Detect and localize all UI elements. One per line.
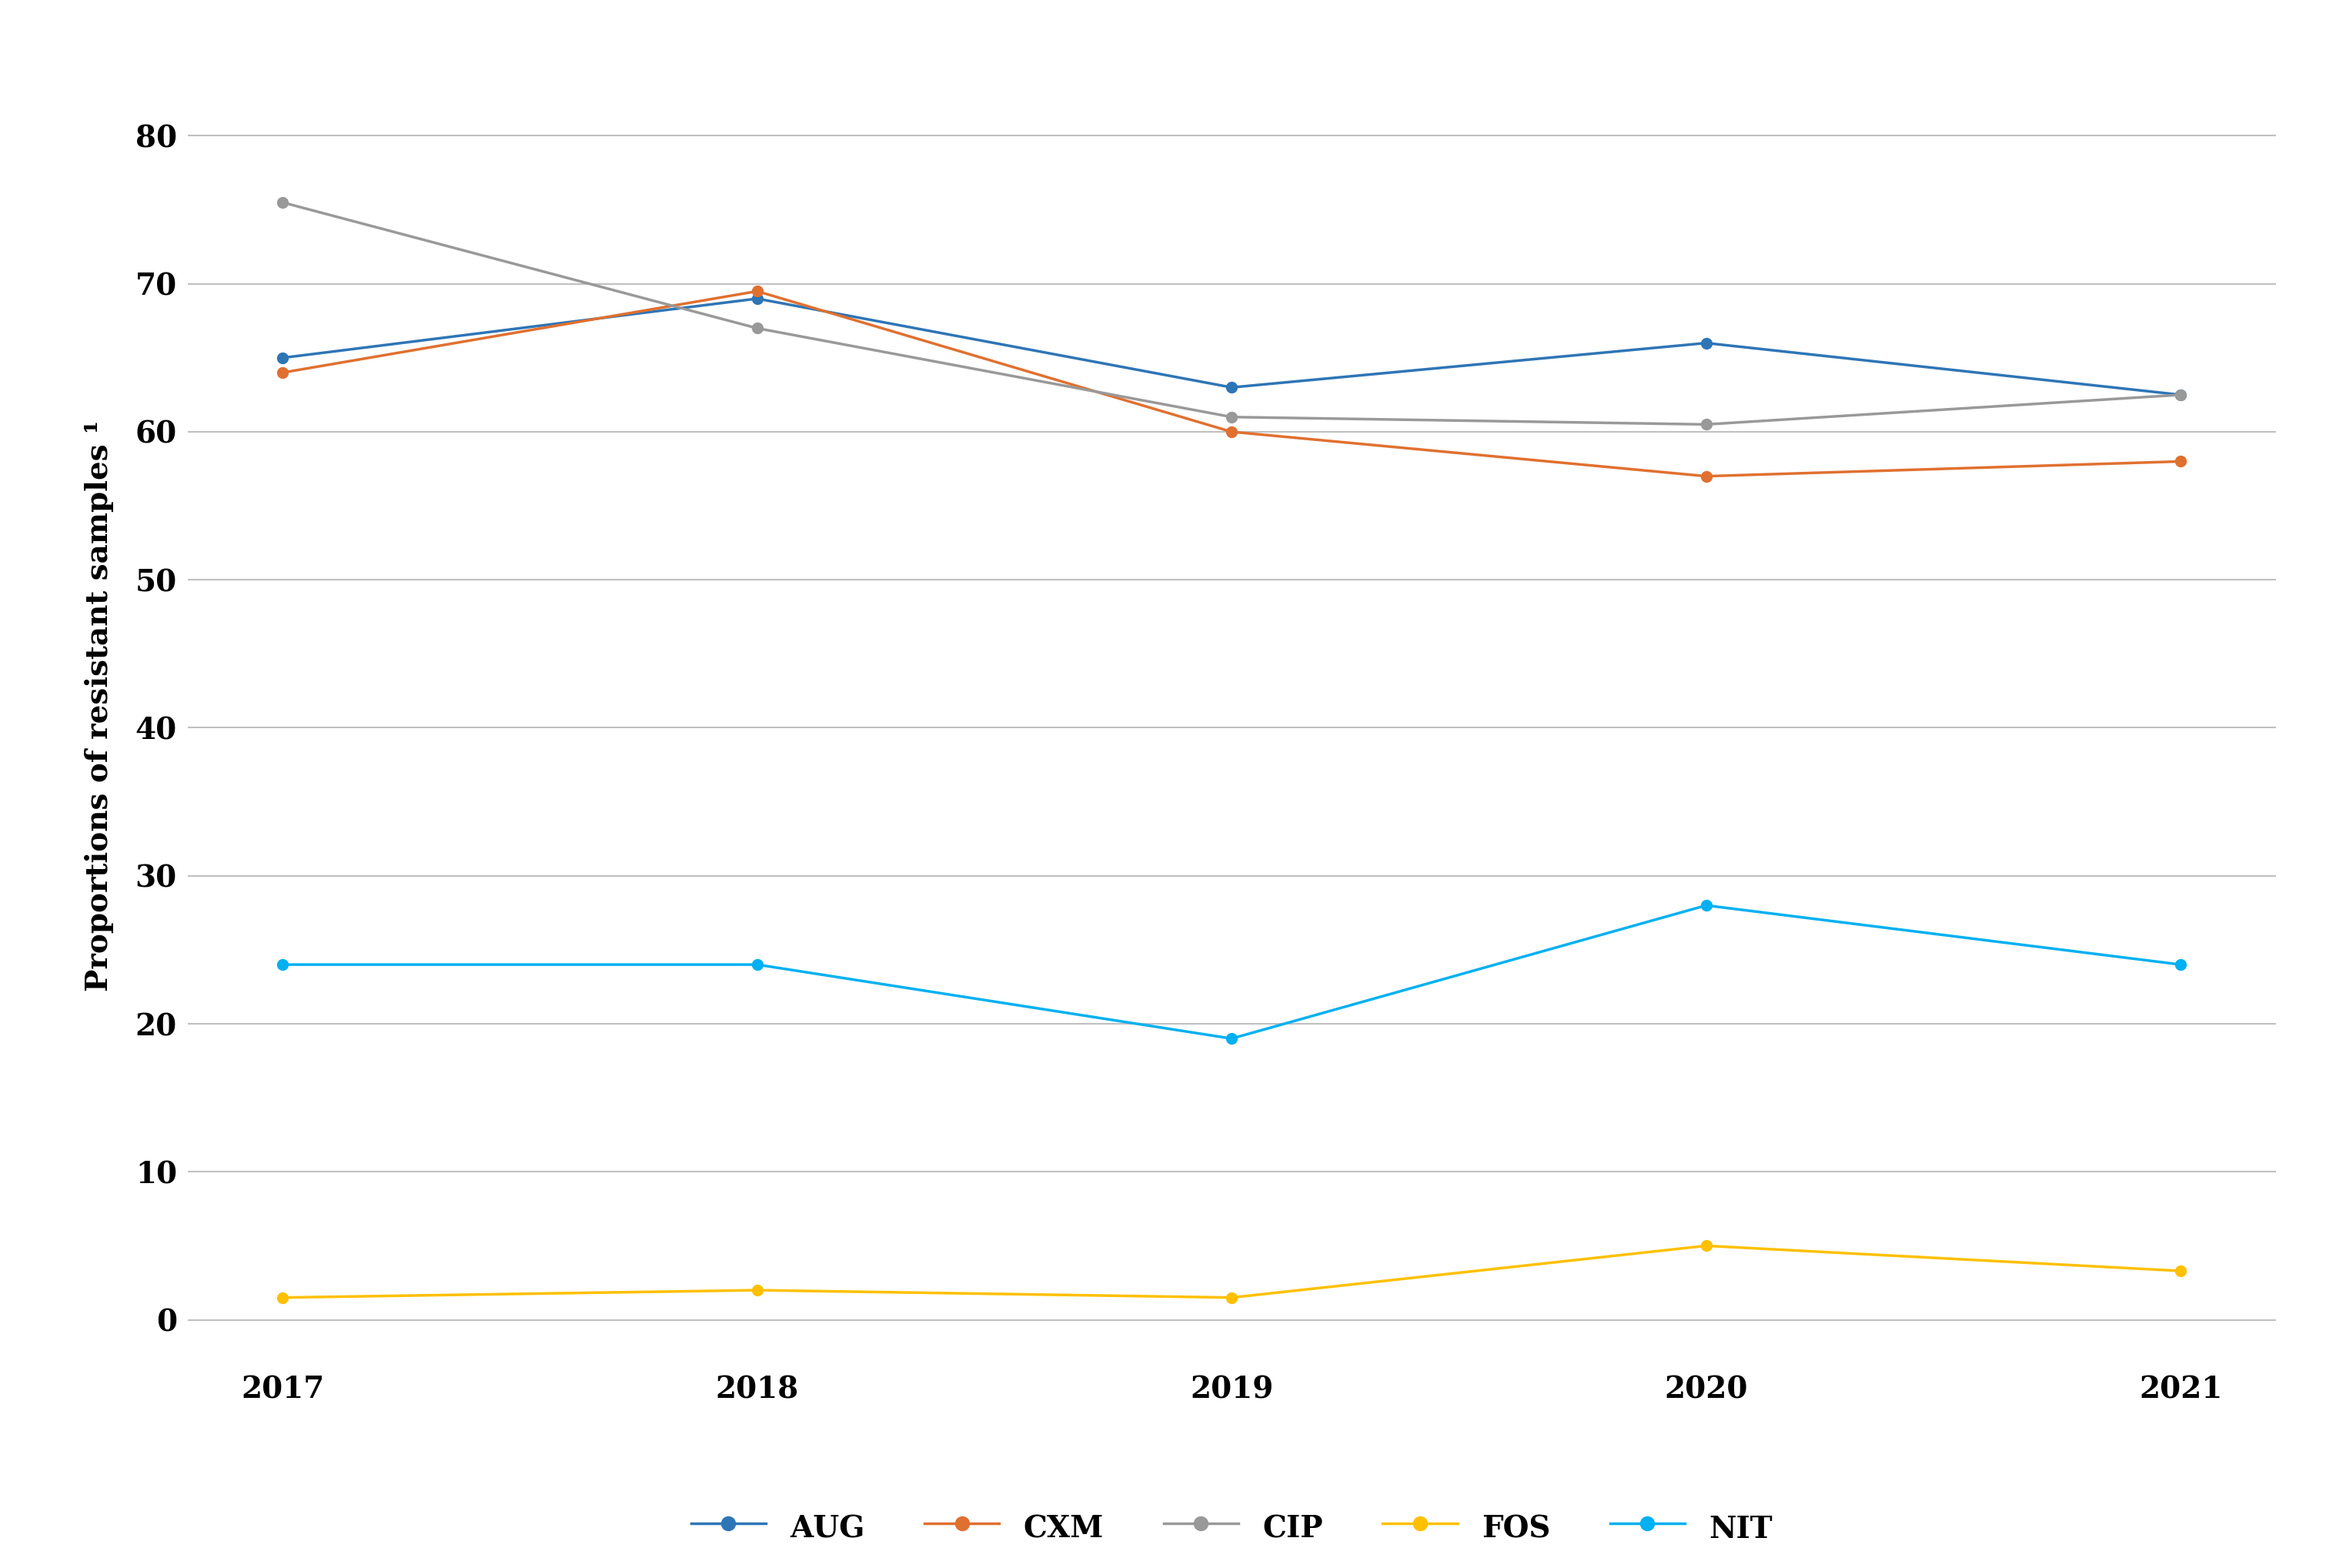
CIP — [1691, 416, 1720, 434]
Line: CIP: CIP — [277, 198, 2186, 430]
FOS — [1691, 1236, 1720, 1254]
Line: NIT: NIT — [277, 900, 2186, 1044]
CIP — [267, 193, 296, 212]
AUG — [1218, 378, 1246, 397]
NIT — [744, 955, 772, 974]
AUG — [2168, 386, 2196, 405]
CXM — [267, 364, 296, 383]
Line: AUG: AUG — [277, 293, 2186, 400]
Legend: AUG, CXM, CIP, FOS, NIT: AUG, CXM, CIP, FOS, NIT — [678, 1497, 1785, 1559]
FOS — [267, 1289, 296, 1308]
CIP — [2168, 386, 2196, 405]
NIT — [1218, 1029, 1246, 1047]
CXM — [2168, 452, 2196, 470]
FOS — [2168, 1262, 2196, 1281]
AUG — [1691, 334, 1720, 353]
NIT — [2168, 955, 2196, 974]
FOS — [744, 1281, 772, 1300]
NIT — [267, 955, 296, 974]
FOS — [1218, 1289, 1246, 1308]
CIP — [744, 318, 772, 337]
Line: FOS: FOS — [277, 1240, 2186, 1303]
Line: CXM: CXM — [277, 285, 2186, 481]
NIT — [1691, 895, 1720, 914]
CIP — [1218, 408, 1246, 426]
CXM — [1691, 467, 1720, 486]
AUG — [744, 289, 772, 307]
CXM — [1218, 422, 1246, 441]
Y-axis label: Proportions of resistant samples ¹: Proportions of resistant samples ¹ — [84, 420, 115, 991]
CXM — [744, 282, 772, 301]
AUG — [267, 348, 296, 367]
